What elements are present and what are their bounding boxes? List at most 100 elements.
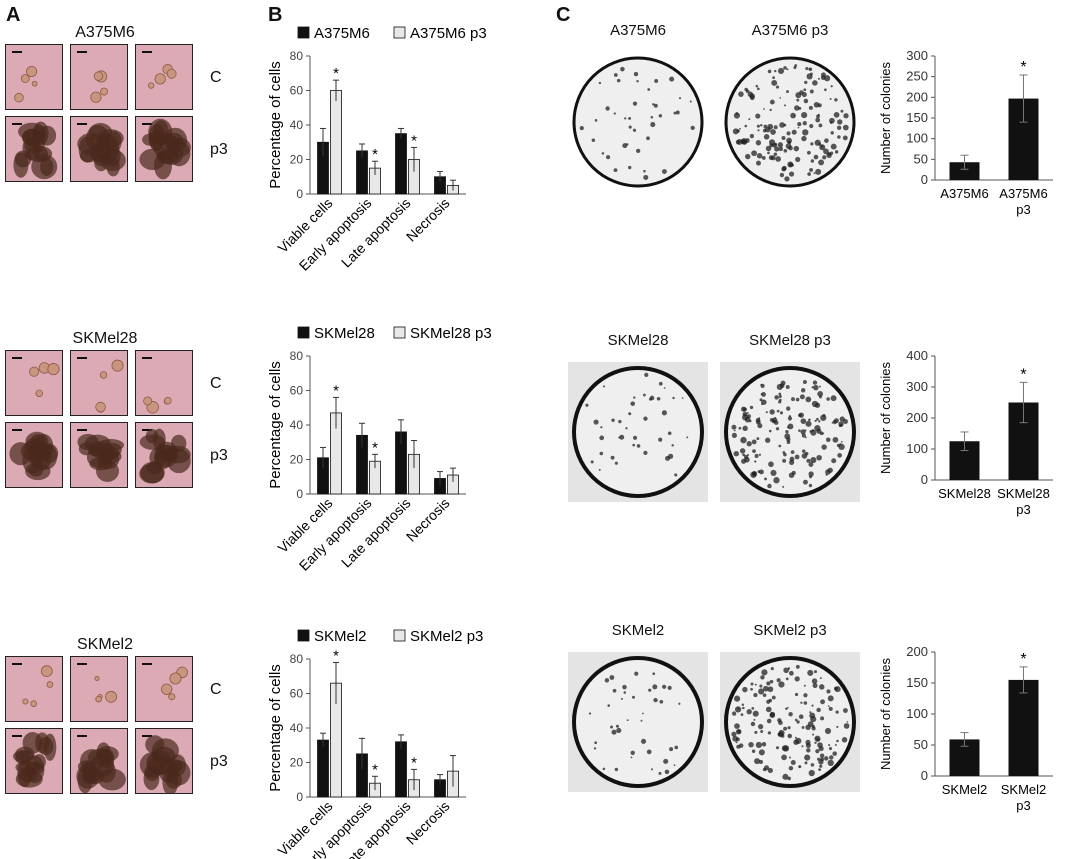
cell-cluster-image xyxy=(90,70,109,103)
dish-label: A375M6 p3 xyxy=(751,22,829,39)
y-tick-label: 0 xyxy=(921,472,928,487)
scale-bar xyxy=(142,663,152,665)
y-axis-label: Number of colonies xyxy=(878,658,893,770)
scale-bar xyxy=(77,123,87,125)
legend-label: SKMel28 xyxy=(314,325,375,342)
bar xyxy=(395,133,407,195)
microscopy-tile xyxy=(70,116,128,182)
y-tick-label: 200 xyxy=(906,89,928,104)
bar xyxy=(317,739,329,798)
cell-cluster-image xyxy=(22,665,54,707)
legend-swatch xyxy=(297,326,310,339)
microscopy-tile xyxy=(5,728,63,794)
condition-label: C xyxy=(210,69,222,86)
legend-label: SKMel28 p3 xyxy=(410,325,492,342)
x-category-label: SKMel2 xyxy=(942,782,988,797)
scale-bar xyxy=(12,123,22,125)
cell-cluster-image xyxy=(139,735,191,793)
cell-cluster-image xyxy=(14,65,38,103)
y-tick-label: 0 xyxy=(921,768,928,783)
microscopy-tile xyxy=(135,422,193,488)
x-category-label: A375M6 xyxy=(940,186,988,201)
legend-label: SKMel2 p3 xyxy=(410,628,483,645)
legend-label: A375M6 xyxy=(314,25,370,42)
x-category-label: p3 xyxy=(1016,202,1030,217)
legend-swatch xyxy=(297,26,310,39)
significance-star: * xyxy=(372,439,378,456)
legend-swatch xyxy=(393,629,406,642)
y-tick-label: 80 xyxy=(290,49,304,63)
microscopy-tile xyxy=(135,350,193,416)
cell-cluster-image xyxy=(94,675,118,703)
y-tick-label: 200 xyxy=(906,410,928,425)
microscopy-tile xyxy=(5,350,63,416)
microscopy-tile xyxy=(135,44,193,110)
y-axis-label: Number of colonies xyxy=(878,362,893,474)
colony-count-bar-chart: 0 100 200 300 400 Number of colonies SKMel28 * S… xyxy=(878,348,1053,517)
panel-letter-a: A xyxy=(6,4,21,26)
micro-cell-line-title: SKMel2 xyxy=(76,636,134,653)
condition-label: p3 xyxy=(210,141,228,158)
microscopy-tile xyxy=(70,656,128,722)
micro-cell-line-title: SKMel28 xyxy=(72,330,138,347)
scale-bar xyxy=(142,429,152,431)
legend-swatch xyxy=(393,26,406,39)
condition-label: p3 xyxy=(210,447,228,464)
colony-dish-image xyxy=(568,652,708,792)
dish-label: SKMel28 xyxy=(607,332,669,349)
y-tick-label: 60 xyxy=(290,687,304,701)
y-tick-label: 300 xyxy=(906,48,928,63)
y-tick-label: 300 xyxy=(906,379,928,394)
x-category-label: SKMel28 xyxy=(938,486,991,501)
bar xyxy=(395,741,407,798)
significance-star: * xyxy=(1020,59,1026,76)
bar xyxy=(1008,679,1039,776)
microscopy-tile xyxy=(70,350,128,416)
significance-star: * xyxy=(411,132,417,149)
scale-bar xyxy=(77,663,87,665)
legend-label: SKMel2 xyxy=(314,628,367,645)
micro-cell-line-title: A375M6 xyxy=(75,24,135,41)
significance-star: * xyxy=(333,65,339,82)
cell-cluster-image xyxy=(13,121,58,180)
bar xyxy=(949,162,980,180)
cell-cluster-image xyxy=(139,118,191,180)
colony-dish-image xyxy=(720,652,860,792)
y-tick-label: 20 xyxy=(290,153,304,167)
significance-star: * xyxy=(333,382,339,399)
y-tick-label: 0 xyxy=(921,172,928,187)
scale-bar xyxy=(77,357,87,359)
microscopy-tile xyxy=(5,656,63,722)
bar xyxy=(330,90,342,195)
y-tick-label: 150 xyxy=(906,110,928,125)
cell-cluster-image xyxy=(77,433,125,482)
x-category-label: SKMel28 xyxy=(997,486,1050,501)
x-category-label: Necrosis xyxy=(403,195,453,245)
scale-bar xyxy=(142,735,152,737)
significance-star: * xyxy=(372,761,378,778)
y-tick-label: 40 xyxy=(290,721,304,735)
apoptosis-bar-chart: A375M6 A375M6 p3 0 20 40 60 80 Percentage of ce… xyxy=(267,25,487,274)
scale-bar xyxy=(142,123,152,125)
y-tick-label: 100 xyxy=(906,706,928,721)
microscopy-tile xyxy=(135,656,193,722)
scale-bar xyxy=(12,51,22,53)
scale-bar xyxy=(77,735,87,737)
microscopy-tile xyxy=(5,44,63,110)
panel-letter-b: B xyxy=(268,4,283,26)
microscopy-tile xyxy=(70,728,128,794)
legend-label: A375M6 p3 xyxy=(410,25,487,42)
significance-star: * xyxy=(1020,366,1026,383)
cell-cluster-image xyxy=(9,431,59,481)
dish-label: SKMel28 p3 xyxy=(749,332,831,349)
y-tick-label: 100 xyxy=(906,441,928,456)
legend-swatch xyxy=(297,629,310,642)
y-tick-label: 80 xyxy=(290,349,304,363)
x-category-label: p3 xyxy=(1016,502,1030,517)
y-tick-label: 150 xyxy=(906,675,928,690)
panel-letter-c: C xyxy=(556,4,571,26)
significance-star: * xyxy=(411,754,417,771)
significance-star: * xyxy=(333,647,339,664)
y-tick-label: 40 xyxy=(290,118,304,132)
colony-count-bar-chart: 0 50 100 150 200 250 300 Number of colonies A375… xyxy=(878,48,1053,217)
